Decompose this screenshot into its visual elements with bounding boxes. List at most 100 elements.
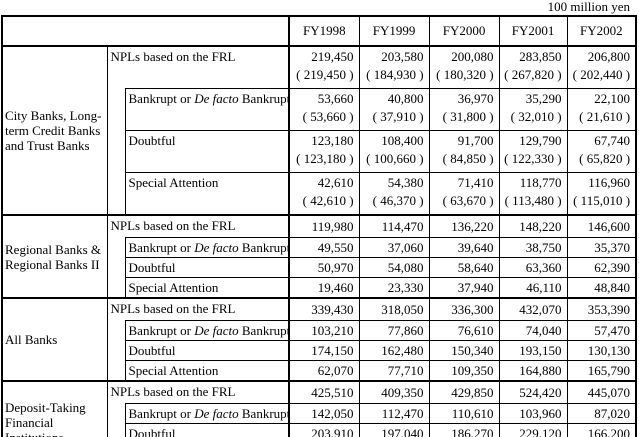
table-row: Deposit-Taking Financial Institutions NPL…: [1, 380, 637, 437]
value-cell: 62,070: [288, 360, 360, 382]
table-row: Bankrupt or De facto Bankrupt 142,050 112,…: [2, 403, 637, 437]
paren-value-text: ( 46,370 ): [372, 193, 424, 208]
value-cell: 146,600: [566, 214, 637, 238]
table-row: Regional Banks & Regional Banks II NPLs b…: [1, 214, 637, 299]
value-cell: 71,410 ( 63,670 ): [428, 172, 500, 216]
paren-value-text: ( 42,610 ): [302, 193, 354, 208]
paren-value-text: ( 65,820 ): [579, 151, 631, 166]
value-text: 67,740: [594, 133, 631, 148]
row-label-part: Bankrupt or: [128, 405, 195, 421]
value-cell: 58,640: [428, 257, 500, 278]
table-row: Bankrupt or De facto Bankrupt 103,210 77,8…: [2, 320, 637, 382]
value-cell: 162,480: [358, 340, 430, 361]
group-label-text: Regional Banks & Regional Banks II: [5, 241, 102, 272]
value-cell: 283,850 ( 267,820 ): [498, 45, 568, 89]
value-cell: 229,120: [498, 423, 568, 437]
value-cell: 203,910: [288, 423, 360, 437]
value-cell: 409,350: [358, 380, 430, 404]
value-cell: 54,380 ( 46,370 ): [358, 172, 430, 216]
value-cell: 67,740 ( 65,820 ): [566, 130, 637, 173]
row-label-part: Bankrupt: [238, 91, 290, 106]
value-cell: 54,080: [358, 257, 430, 278]
value-cell: 118,770 ( 113,480 ): [498, 172, 568, 216]
unit-label: 100 million yen: [547, 0, 630, 14]
row-label-part: Bankrupt or: [128, 91, 195, 106]
paren-value-text: ( 53,660 ): [302, 109, 354, 124]
value-cell: 63,360: [498, 257, 568, 278]
value-text: 129,790: [519, 133, 562, 148]
value-cell: 50,970: [288, 257, 360, 278]
value-text: 42,610: [317, 175, 354, 190]
value-cell: 203,580 ( 184,930 ): [358, 45, 430, 89]
paren-value-text: ( 202,440 ): [572, 67, 631, 82]
paren-value-text: ( 219,450 ): [296, 67, 354, 82]
value-cell: 166,200: [566, 423, 637, 437]
column-header-fy2002: FY2002: [566, 15, 637, 47]
value-cell: 336,300: [428, 297, 500, 321]
value-cell: 425,510: [288, 380, 360, 404]
corner-cell: [0, 15, 291, 47]
value-cell: 130,130: [566, 340, 637, 361]
column-header-fy2000: FY2000: [428, 15, 500, 47]
row-label-doubtful: Doubtful: [124, 257, 291, 278]
value-cell: 200,080 ( 180,320 ): [428, 45, 500, 89]
indent-strip: [106, 88, 125, 216]
value-cell: 219,450 ( 219,450 ): [288, 45, 360, 89]
paren-value-text: ( 84,850 ): [442, 151, 494, 166]
value-cell: 206,800 ( 202,440 ): [566, 45, 637, 89]
value-cell: 22,100 ( 21,610 ): [566, 88, 637, 131]
paren-value-text: ( 32,010 ): [510, 109, 562, 124]
group-label: Regional Banks & Regional Banks II: [1, 214, 108, 299]
value-cell: 103,210: [288, 320, 360, 341]
group-label: City Banks, Long-term Credit Banks and T…: [1, 45, 108, 216]
paren-value-text: ( 113,480 ): [504, 193, 562, 208]
row-label-special: Special Attention: [124, 172, 291, 216]
table-row: Doubtful 174,150 162,480 150,340 193,150 130,…: [2, 340, 637, 361]
value-cell: 197,040: [358, 423, 430, 437]
row-label-part-italic: De facto: [194, 91, 239, 106]
value-cell: 445,070: [566, 380, 637, 404]
table-row: Doubtful 50,970 54,080 58,640 63,360 62,390: [2, 257, 637, 278]
value-cell: 74,040: [498, 320, 568, 341]
row-label-part-italic: De facto: [194, 405, 239, 421]
value-cell: 77,710: [358, 360, 430, 382]
row-label-npl: NPLs based on the FRL: [106, 45, 291, 89]
value-cell: 19,460: [288, 277, 360, 299]
value-text: 36,970: [457, 91, 494, 106]
table-row: Special Attention 42,610 ( 42,610 ) 54,380 (…: [2, 172, 637, 216]
value-cell: 165,790: [566, 360, 637, 382]
column-header-fy2001: FY2001: [498, 15, 568, 47]
row-label-doubtful: Doubtful: [124, 130, 291, 173]
indent-strip: [106, 320, 125, 382]
value-cell: 129,790 ( 122,330 ): [498, 130, 568, 173]
value-cell: 524,420: [498, 380, 568, 404]
value-cell: 193,150: [498, 340, 568, 361]
value-text: 219,450: [311, 49, 354, 64]
value-cell: 148,220: [498, 214, 568, 238]
group-label: Deposit-Taking Financial Institutions: [1, 380, 108, 437]
row-label-npl: NPLs based on the FRL: [106, 380, 291, 404]
table-row: City Banks, Long-term Credit Banks and T…: [1, 45, 637, 216]
value-text: 54,380: [387, 175, 424, 190]
paren-value-text: ( 31,800 ): [442, 109, 494, 124]
value-cell: 46,110: [498, 277, 568, 299]
value-text: 200,080: [451, 49, 494, 64]
value-cell: 48,840: [566, 277, 637, 299]
value-cell: 432,070: [498, 297, 568, 321]
row-label-part: Bankrupt: [238, 405, 290, 421]
value-text: 206,800: [587, 49, 631, 64]
value-cell: 186,270: [428, 423, 500, 437]
group-label-text: City Banks, Long-term Credit Banks and T…: [5, 108, 102, 153]
paren-value-text: ( 100,660 ): [366, 151, 424, 166]
paren-value-text: ( 267,820 ): [504, 67, 562, 82]
row-label-bankrupt: Bankrupt or De facto Bankrupt: [124, 320, 291, 341]
value-cell: 136,220: [428, 214, 500, 238]
value-text: 116,960: [588, 175, 631, 190]
value-cell: 49,550: [288, 237, 360, 258]
value-cell: 37,940: [428, 277, 500, 299]
paren-value-text: ( 123,180 ): [296, 151, 354, 166]
value-cell: 91,700 ( 84,850 ): [428, 130, 500, 173]
value-text: 283,850: [519, 49, 562, 64]
value-text: 53,660: [317, 91, 354, 106]
